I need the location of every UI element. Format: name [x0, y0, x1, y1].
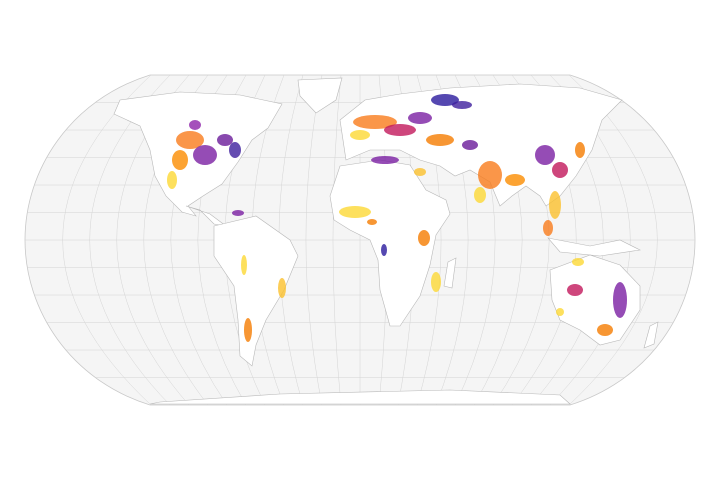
- emission-hotspot: [217, 134, 233, 146]
- emission-hotspot: [241, 255, 247, 275]
- meridian: [305, 75, 323, 405]
- emission-hotspot: [167, 171, 177, 189]
- emission-hotspot: [229, 142, 241, 158]
- emission-hotspot: [552, 162, 568, 178]
- new-zealand: [643, 321, 659, 349]
- emission-hotspot: [384, 124, 416, 136]
- emission-hotspot: [278, 278, 286, 298]
- emission-hotspot: [381, 244, 387, 256]
- emission-hotspot: [431, 272, 441, 292]
- emission-hotspot: [597, 324, 613, 336]
- emission-hotspot: [567, 284, 583, 296]
- madagascar: [443, 257, 457, 289]
- africa: [329, 159, 451, 327]
- meridian: [568, 75, 658, 405]
- emission-hotspot: [244, 318, 252, 342]
- greenland: [297, 77, 343, 114]
- emission-hotspot: [431, 94, 459, 106]
- indonesia: [547, 237, 641, 257]
- emission-hotspot: [426, 134, 454, 146]
- graticule: [25, 75, 695, 405]
- emission-hotspot: [543, 220, 553, 236]
- emission-hotspot: [172, 150, 188, 170]
- antarctica: [149, 389, 571, 405]
- emission-hotspot: [556, 308, 564, 316]
- emission-hotspot: [193, 145, 217, 165]
- meridian: [62, 75, 152, 405]
- emission-hotspot: [418, 230, 430, 246]
- emission-hotspot: [535, 145, 555, 165]
- hotspots: [167, 94, 627, 342]
- emission-hotspot: [189, 120, 201, 130]
- emission-hotspot: [613, 282, 627, 318]
- emission-hotspot: [408, 112, 432, 124]
- emission-hotspot: [371, 156, 399, 164]
- emission-hotspot: [462, 140, 478, 150]
- emission-hotspot: [478, 161, 502, 189]
- emission-hotspot: [339, 206, 371, 218]
- emission-hotspot: [232, 210, 244, 216]
- emission-hotspot: [549, 191, 561, 219]
- emission-hotspot: [452, 101, 472, 109]
- meridian: [332, 75, 342, 405]
- emission-hotspot: [575, 142, 585, 158]
- south-america: [213, 215, 299, 367]
- emission-hotspot: [353, 115, 397, 129]
- emission-hotspot: [505, 174, 525, 186]
- emission-hotspot: [350, 130, 370, 140]
- emission-hotspot: [572, 258, 584, 266]
- emission-hotspot: [414, 168, 426, 176]
- emission-hotspot: [176, 131, 204, 149]
- emission-hotspot: [474, 187, 486, 203]
- emission-hotspot: [367, 219, 377, 225]
